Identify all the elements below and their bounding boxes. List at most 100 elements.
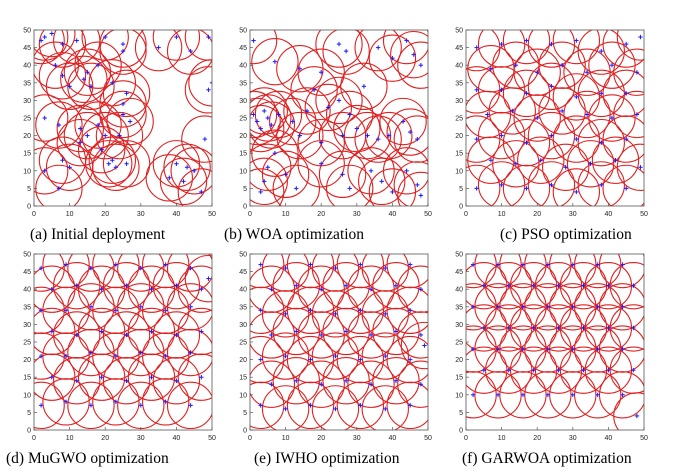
sensor-node [63,262,69,267]
sensor-node [67,165,72,170]
sensor-node [599,91,604,96]
coverage-circle [354,115,402,163]
sensor-node [251,112,256,117]
coverage-circle [250,381,285,430]
coverage-circle [527,111,576,160]
sensor-node [258,126,263,131]
coverage-circle [34,30,65,65]
sensor-node [595,304,600,309]
sensor-node [199,189,204,195]
coverage-circle [488,87,536,135]
sensor-node [188,350,193,355]
y-tick-label: 5 [459,186,463,193]
coverage-circle [616,30,644,61]
sensor-node [319,70,324,75]
y-tick-label: 30 [455,322,463,329]
y-tick-label: 10 [239,392,247,399]
sensor-node [209,80,212,85]
coverage-circle [250,87,288,135]
y-tick-label: 45 [23,269,31,276]
coverage-circle [102,69,151,118]
y-tick-label: 10 [23,392,31,399]
sensor-node [149,329,154,334]
coverage-circle [602,115,644,163]
coverage-circle [315,30,363,68]
sensor-node [358,403,363,408]
sensor-node [258,189,263,195]
y-tick-label: 40 [455,63,463,70]
sensor-node [138,265,143,271]
coverage-circle [261,150,310,199]
sensor-node [638,165,643,170]
coverage-circle [538,87,586,135]
coverage-circle [340,62,388,111]
coverage-circle [552,115,601,163]
coverage-circle [74,41,122,89]
sensor-node [524,38,529,43]
coverage-circle [333,104,381,153]
sensor-node [549,133,554,138]
sensor-node [188,304,193,309]
coverage-circle [261,332,310,380]
sensor-node [269,122,274,128]
sensor-node [570,346,575,352]
coverage-circle [386,381,428,430]
sensor-node [513,63,519,68]
coverage-circle [142,378,190,426]
sensor-node [138,403,143,408]
sensor-node [88,403,94,408]
coverage-circle [354,30,402,72]
y-tick-label: 20 [455,357,463,364]
sensor-node [354,126,359,131]
caption-iwho: (e) IWHO optimization [254,450,400,467]
coverage-circle [527,161,576,206]
y-tick-label: 10 [455,168,463,175]
sensor-node [620,346,625,352]
coverage-circle [250,168,285,206]
sensor-node [495,346,501,352]
coverage-circle [276,111,324,160]
y-tick-label: 15 [455,151,463,158]
sensor-node [60,73,65,78]
x-tick-label: 40 [173,211,181,218]
coverage-circle [102,357,151,405]
sensor-node [174,283,179,288]
sensor-node [531,283,536,288]
sensor-node [400,119,406,124]
coverage-circle [251,37,299,86]
y-tick-label: 10 [239,168,247,175]
sensor-node [506,283,511,288]
sensor-node [520,392,526,397]
coverage-circle [272,357,320,405]
x-tick-label: 50 [424,435,432,442]
sensor-node [520,304,526,309]
sensor-node [174,34,179,40]
sensor-node [368,287,374,292]
sensor-node [206,276,211,281]
sensor-node [199,375,204,380]
sensor-node [333,311,338,317]
sensor-node [343,48,349,54]
coverage-circle [613,392,644,430]
sensor-node [343,283,349,288]
sensor-node [294,378,299,383]
y-tick-label: 0 [243,204,247,211]
y-tick-label: 40 [239,287,247,294]
sensor-node [42,115,47,121]
coverage-circle [613,48,644,96]
sensor-node [524,186,529,191]
sensor-node [265,165,270,170]
sensor-node [297,66,303,71]
x-tick-label: 20 [533,435,541,442]
sensor-node [103,34,108,40]
sensor-node [49,287,54,292]
coverage-circle [541,143,590,191]
sensor-node [258,262,263,267]
coverage-circle [577,161,625,206]
coverage-circle [152,357,201,405]
sensor-node [624,91,629,96]
coverage-circle [322,307,370,356]
sensor-node [513,161,519,166]
sensor-node [110,80,115,85]
coverage-circle [99,90,147,139]
